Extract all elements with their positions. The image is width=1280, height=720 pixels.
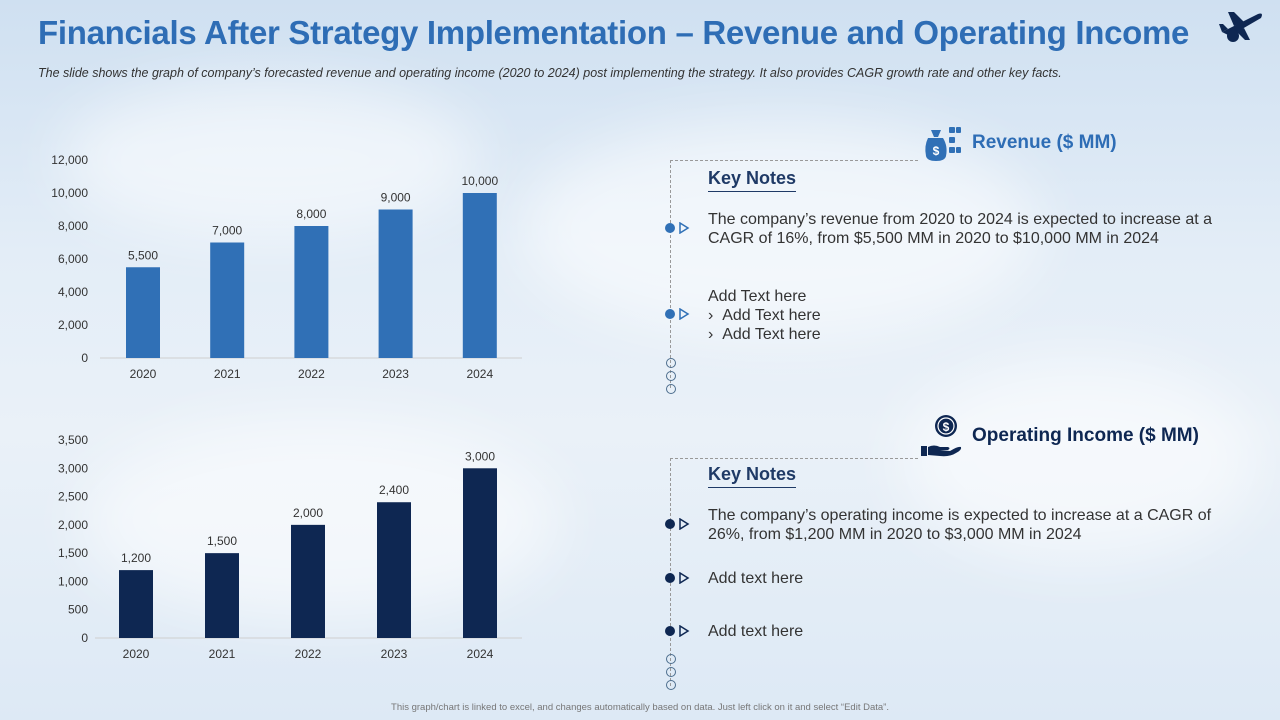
operating-connector [670,458,918,459]
revenue-subnote-text: Add Text here [722,326,821,343]
bar-2022 [294,226,329,358]
svg-text:$: $ [933,144,940,158]
bar-value-label: 2,400 [379,483,409,497]
bar-value-label: 1,500 [207,534,237,548]
revenue-note-placeholder: Add Text here › Add Text here › Add Text… [708,287,1008,344]
bar-value-label: 3,000 [465,449,495,463]
svg-text:$: $ [943,420,950,434]
bar-2020 [126,267,160,358]
y-tick-label: 12,000 [51,153,88,167]
x-tick-label: 2020 [123,647,150,661]
revenue-heading: $ Revenue ($ MM) [922,124,1117,162]
y-tick-label: 3,000 [58,461,88,475]
revenue-key-notes-heading: Key Notes [708,168,797,192]
y-tick-label: 3,500 [58,433,88,447]
bar-value-label: 10,000 [461,174,498,188]
bar-value-label: 8,000 [296,207,326,221]
bar-value-label: 7,000 [212,224,242,238]
subnote-marker: › [708,326,714,343]
bar-2023 [377,502,411,638]
operating-note-cagr: The company’s operating income is expect… [708,507,1212,543]
y-tick-label: 1,500 [58,546,88,560]
x-tick-label: 2020 [130,367,157,381]
operating-heading-label: Operating Income ($ MM) [972,425,1199,446]
x-tick-label: 2022 [295,647,322,661]
operating-key-notes-heading: Key Notes [708,464,797,488]
y-tick-label: 4,000 [58,285,88,299]
y-tick-label: 0 [81,631,88,645]
timeline-ring [666,371,676,381]
operating-note-placeholder: Add text here [708,623,804,640]
bar-2020 [119,570,153,638]
subnote-marker: › [708,307,714,324]
bar-2022 [291,524,325,638]
bar-2024 [462,193,497,358]
operating-heading: $ Operating Income ($ MM) [920,414,1199,458]
operating-bullet [665,625,690,637]
y-tick-label: 2,500 [58,490,88,504]
timeline-ring [666,667,676,677]
footer-note: This graph/chart is linked to excel, and… [391,702,889,713]
background-cloud [900,360,1260,560]
operating-bullet [665,518,690,530]
coin-hand-icon: $ [921,415,962,457]
revenue-subnote-text: Add Text here [722,307,821,324]
page-subtitle: The slide shows the graph of company’s f… [38,66,1062,80]
y-tick-label: 6,000 [58,252,88,266]
bar-value-label: 5,500 [128,248,158,262]
bar-2021 [210,242,245,358]
operating-note-placeholder: Add text here [708,570,804,587]
bar-2021 [205,553,239,638]
page-title: Financials After Strategy Implementation… [38,14,1190,51]
x-tick-label: 2023 [382,367,409,381]
y-tick-label: 2,000 [58,318,88,332]
bar-value-label: 1,200 [121,551,151,565]
operating-income-bar-chart: 0 500 1,000 1,500 2,000 2,500 3,000 3,500 1,200 2… [58,433,522,661]
timeline-ring [666,680,676,690]
airplane-icon [1219,12,1262,42]
bar-2024 [463,468,497,638]
x-tick-label: 2023 [381,647,408,661]
x-tick-label: 2021 [209,647,236,661]
operating-timeline [670,458,671,686]
y-tick-label: 2,000 [58,518,88,532]
timeline-ring [666,384,676,394]
background-cloud [520,120,1040,340]
y-tick-label: 8,000 [58,219,88,233]
x-tick-label: 2024 [466,367,493,381]
money-bag-icon: $ [925,127,961,161]
revenue-bullet [665,308,690,320]
revenue-note-text: Add Text here [708,288,807,305]
x-tick-label: 2022 [298,367,325,381]
bar-2023 [378,209,413,358]
revenue-heading-label: Revenue ($ MM) [972,132,1117,153]
revenue-subnote: › Add Text here [708,325,1008,344]
revenue-note-cagr: The company’s revenue from 2020 to 2024 … [708,211,1213,247]
revenue-timeline [670,160,671,388]
revenue-subnote: › Add Text here [708,306,1008,325]
revenue-connector [670,160,918,161]
revenue-bullet [665,222,690,234]
bar-value-label: 2,000 [293,506,323,520]
x-tick-label: 2021 [214,367,241,381]
y-tick-label: 500 [68,603,88,617]
y-tick-label: 10,000 [51,186,88,200]
timeline-ring [666,358,676,368]
bar-value-label: 9,000 [381,191,411,205]
timeline-ring [666,654,676,664]
y-tick-label: 1,000 [58,574,88,588]
x-tick-label: 2024 [467,647,494,661]
revenue-bar-chart: 0 2,000 4,000 6,000 8,000 10,000 12,000 5,500 20… [51,153,522,381]
y-tick-label: 0 [81,351,88,365]
operating-bullet [665,572,690,584]
